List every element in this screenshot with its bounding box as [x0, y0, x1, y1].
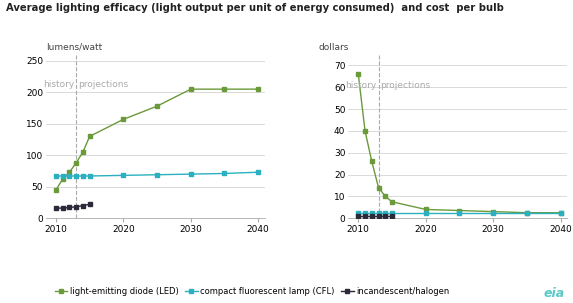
Text: eia: eia [543, 287, 564, 300]
Text: dollars: dollars [318, 42, 348, 52]
Text: projections: projections [380, 81, 431, 90]
Text: lumens/watt: lumens/watt [46, 42, 102, 52]
Legend: light-emitting diode (LED), compact fluorescent lamp (CFL), incandescent/halogen: light-emitting diode (LED), compact fluo… [52, 283, 453, 299]
Text: projections: projections [78, 80, 128, 89]
Text: history: history [346, 81, 376, 90]
Text: history: history [43, 80, 74, 89]
Text: Average lighting efficacy (light output per unit of energy consumed)  and cost  : Average lighting efficacy (light output … [6, 3, 504, 13]
